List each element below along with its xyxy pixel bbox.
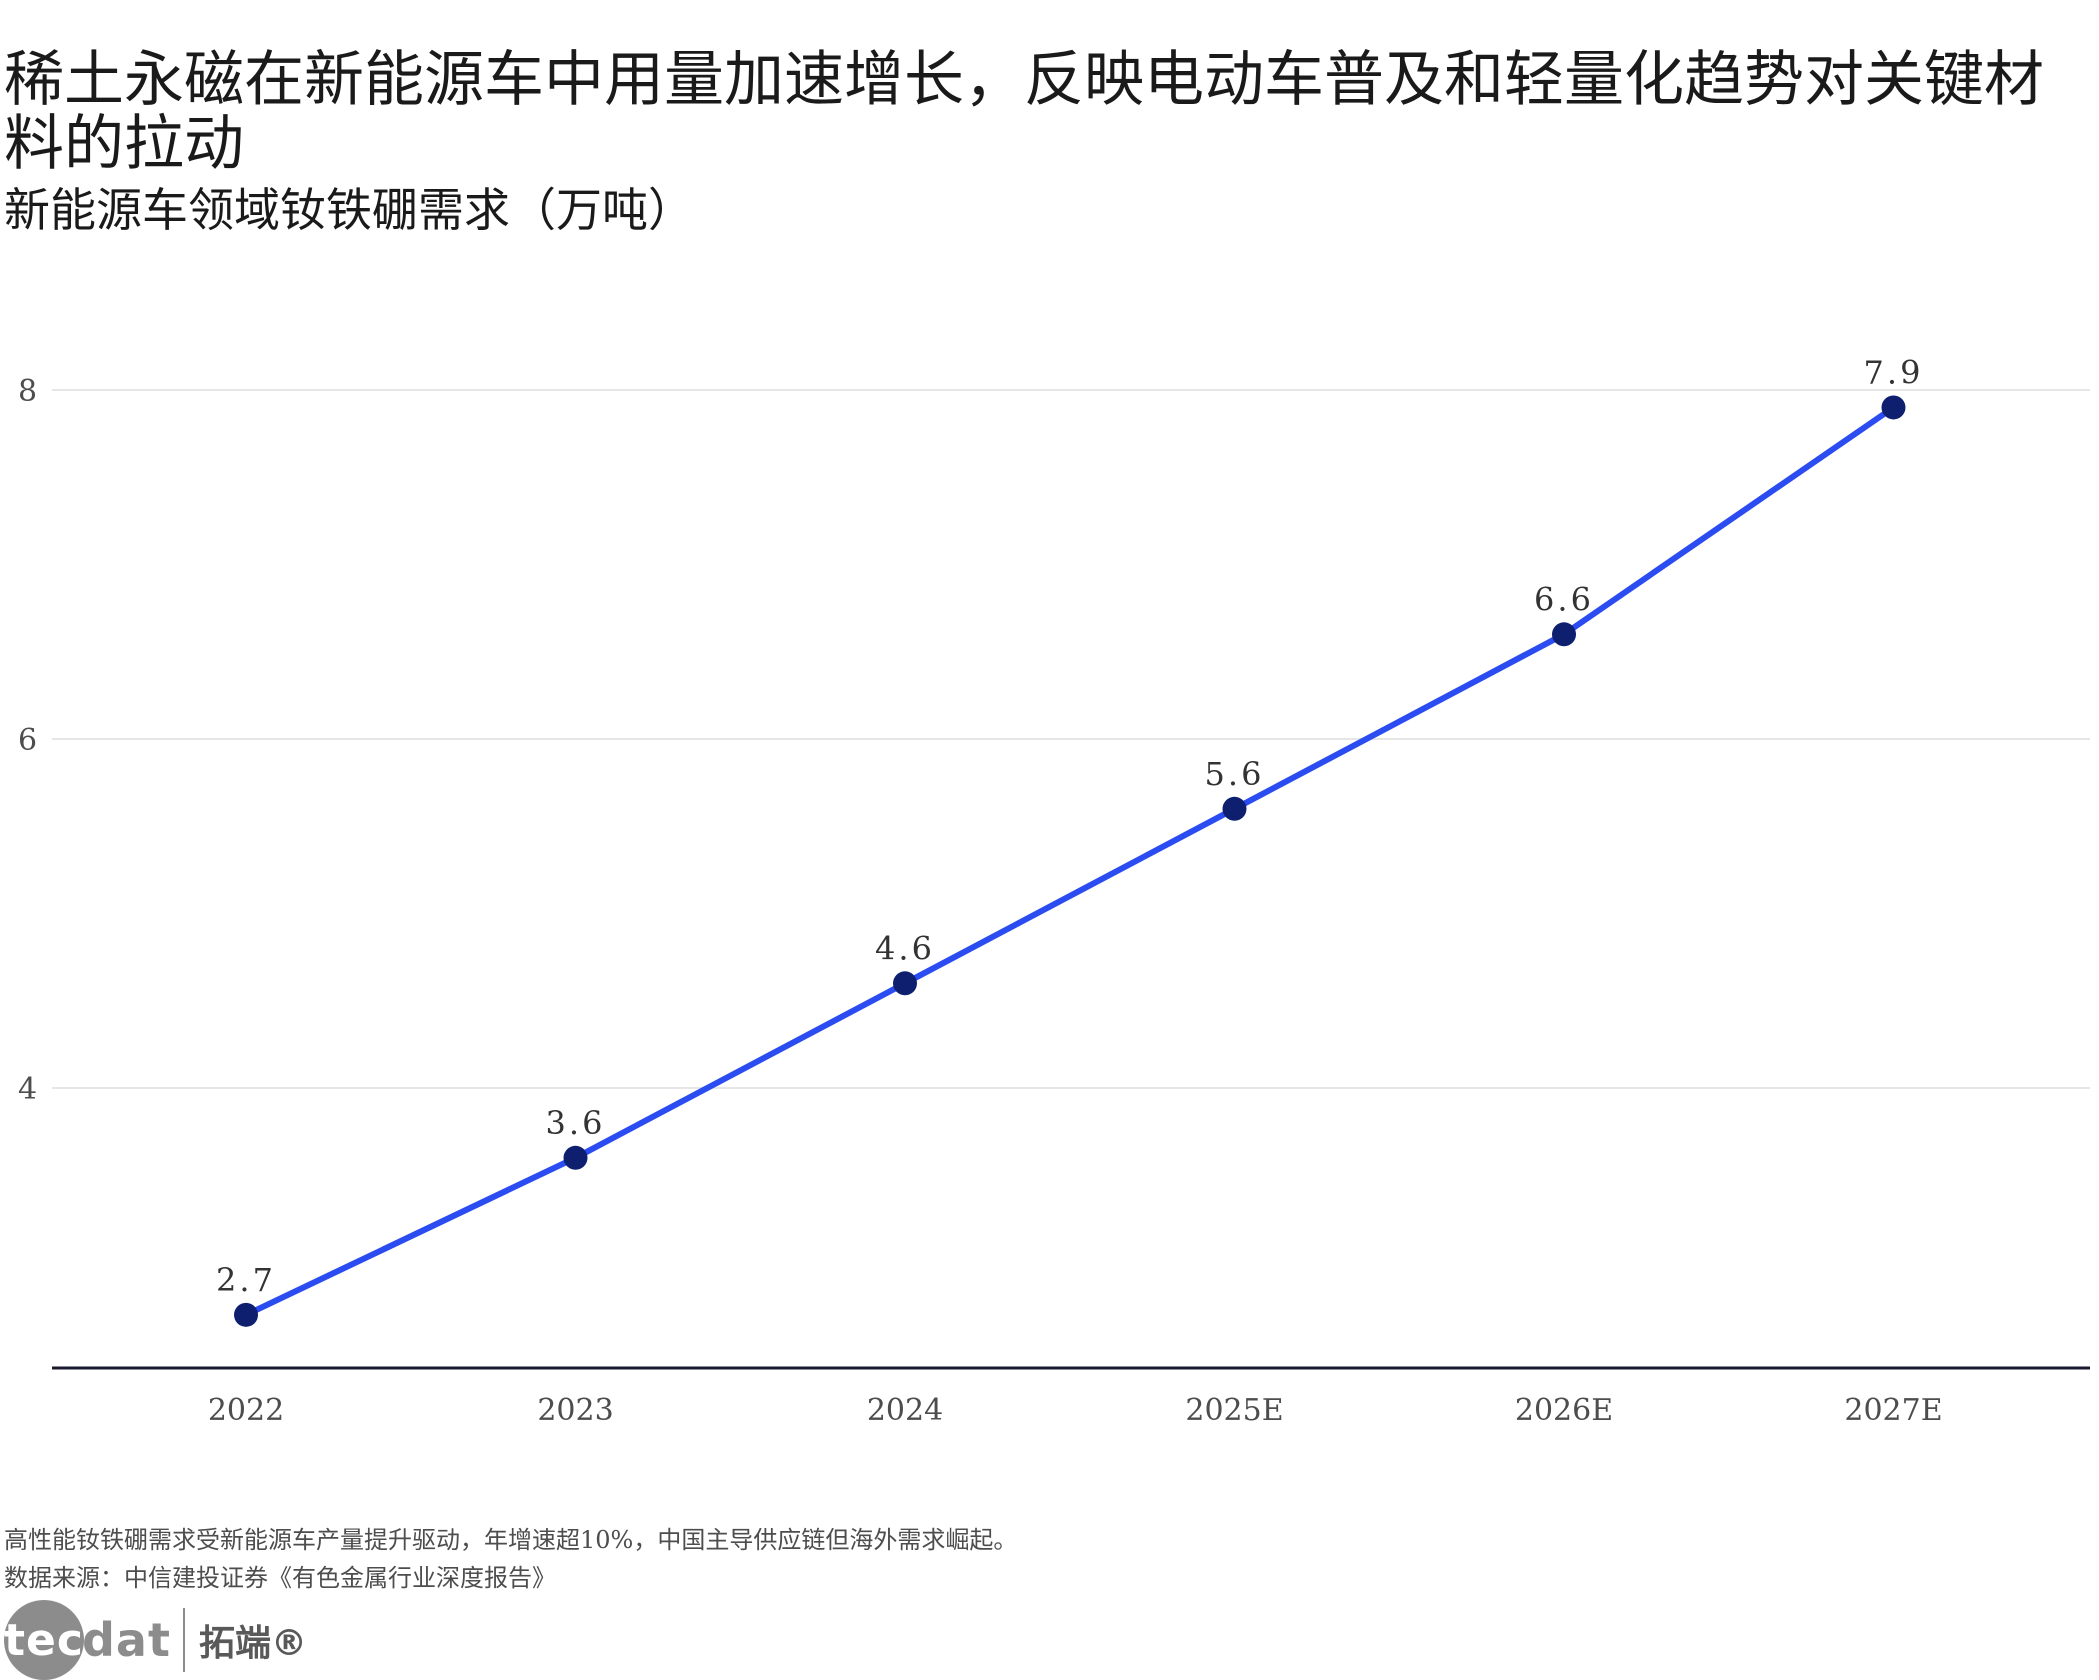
data-point [1881, 395, 1906, 420]
y-tick-labels: 4 6 8 [18, 374, 37, 1107]
logo-mark-rest: dat [82, 1613, 171, 1667]
x-tick-label: 2025E [1185, 1393, 1283, 1428]
x-tick-label: 2024 [867, 1393, 943, 1428]
data-label: 7.9 [1864, 353, 1924, 391]
logo-chinese-name: 拓端® [198, 1623, 307, 1664]
data-point [234, 1302, 258, 1327]
x-tick-label: 2022 [208, 1393, 284, 1428]
data-label: 3.6 [546, 1104, 606, 1142]
data-points [234, 395, 1906, 1327]
data-labels: 2.7 3.6 4.6 5.6 6.6 7.9 [216, 353, 1924, 1299]
data-point [893, 971, 917, 996]
x-tick-label: 2027E [1844, 1393, 1942, 1428]
data-label: 5.6 [1205, 755, 1265, 793]
data-label: 6.6 [1534, 580, 1594, 618]
logo-divider [182, 1608, 185, 1672]
chart-subtitle: 新能源车领域钕铁硼需求（万吨） [4, 183, 694, 237]
logo-circle: tec [4, 1600, 84, 1680]
y-tick-label: 8 [18, 374, 37, 409]
chart-note: 高性能钕铁硼需求受新能源车产量提升驱动，年增速超10%，中国主导供应链但海外需求… [4, 1526, 1018, 1554]
line-chart: 4 6 8 2022 2023 2024 2025E 2026E 2027E 2.7 3.6 4.… [18, 353, 2090, 1428]
data-point [563, 1145, 588, 1170]
logo-mark: tec dat [4, 1600, 171, 1680]
x-tick-label: 2023 [537, 1393, 613, 1428]
gridlines [52, 389, 2090, 1089]
chart-title: 稀土永磁在新能源车中用量加速增长，反映电动车普及和轻量化趋势对关键材料的拉动 [4, 45, 2044, 179]
series-line [244, 404, 1896, 1318]
data-label: 4.6 [875, 929, 935, 967]
y-tick-label: 4 [18, 1072, 37, 1107]
data-point [1552, 622, 1576, 647]
y-tick-label: 6 [18, 723, 37, 758]
data-point [1222, 796, 1247, 821]
brand-logo: tec dat 拓端® [4, 1600, 307, 1680]
chart-source: 数据来源：中信建投证券《有色金属行业深度报告》 [4, 1564, 556, 1592]
x-tick-labels: 2022 2023 2024 2025E 2026E 2027E [208, 1393, 1943, 1428]
x-tick-label: 2026E [1515, 1393, 1613, 1428]
data-label: 2.7 [216, 1261, 276, 1299]
